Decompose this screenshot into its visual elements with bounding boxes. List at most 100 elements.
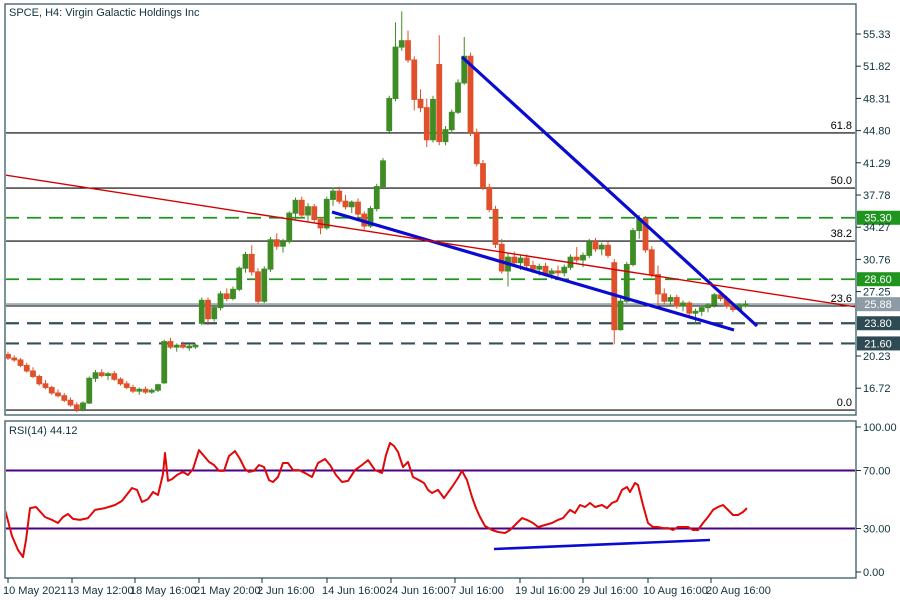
candle-body	[680, 302, 686, 307]
candle-body	[548, 270, 555, 275]
fibonacci-labels: 61.8 50.0 38.2 23.6 0.0	[831, 120, 852, 409]
candle-body	[98, 372, 105, 377]
candle-body	[298, 199, 305, 216]
candle-body	[467, 55, 474, 133]
descending-resistance-line[interactable]	[5, 174, 856, 308]
candle-body	[430, 98, 436, 141]
steep-descending-trendline[interactable]	[460, 55, 759, 328]
candle	[386, 95, 393, 133]
candle	[61, 392, 68, 403]
candle-body	[342, 200, 349, 208]
candle	[186, 344, 193, 351]
candle-body	[30, 370, 36, 377]
candle-body	[411, 59, 418, 100]
candle-body	[480, 163, 486, 188]
candle-body	[623, 264, 630, 302]
candle	[223, 288, 230, 302]
main-chart-panel[interactable]	[4, 3, 857, 416]
rsi-axis[interactable]: 100.00 70.00 30.00 0.00	[856, 422, 897, 579]
candle	[411, 56, 418, 111]
candle	[705, 303, 711, 313]
time-tick-label[interactable]: 19 Jul 16:00	[515, 585, 575, 597]
time-tick-label[interactable]: 14 Jun 16:00	[322, 585, 386, 597]
price-badge-label-35.30: 35.30	[864, 213, 892, 225]
candle-body	[448, 111, 455, 131]
candle	[117, 377, 124, 386]
candle-body	[311, 206, 318, 221]
candle	[48, 385, 55, 395]
candle	[161, 339, 168, 384]
candle	[267, 237, 274, 272]
candle	[73, 402, 80, 413]
horizontal-levels	[6, 132, 855, 411]
candle	[155, 383, 161, 393]
time-tick-label[interactable]: 13 May 12:00	[67, 585, 134, 597]
trendlines[interactable]	[5, 55, 856, 332]
candle-body	[292, 199, 299, 214]
candle	[680, 300, 686, 312]
candle-body	[380, 160, 386, 188]
time-tick-label[interactable]: 7 Jul 16:00	[450, 585, 504, 597]
candle-body	[355, 201, 361, 215]
candle-body	[642, 218, 649, 251]
candle	[561, 264, 568, 277]
candle-body	[55, 392, 61, 397]
price-badge-label-21.60: 21.60	[864, 338, 892, 350]
candle	[686, 301, 693, 316]
candle-body	[61, 395, 68, 401]
candle-body	[36, 375, 43, 385]
candle	[630, 227, 636, 267]
candle-body	[105, 373, 111, 377]
candle-body	[661, 293, 668, 302]
candle	[505, 253, 511, 287]
time-tick-label[interactable]: 21 May 20:00	[194, 585, 261, 597]
time-tick-label[interactable]: 2 Jun 16:00	[257, 585, 315, 597]
candle-body	[23, 364, 30, 372]
candle	[317, 216, 324, 235]
candle-body	[455, 82, 461, 113]
time-tick-label[interactable]: 10 Aug 16:00	[643, 585, 708, 597]
time-tick-label[interactable]: 29 Jul 16:00	[578, 585, 638, 597]
candle-body	[186, 345, 193, 349]
candle-body	[80, 402, 86, 410]
candle-body	[130, 386, 136, 392]
fib-label-61.8: 61.8	[831, 120, 852, 132]
time-tick-label[interactable]: 20 Aug 16:00	[706, 585, 771, 597]
candle-body	[267, 239, 274, 270]
rsi-panel[interactable]	[4, 420, 857, 579]
panel-borders	[4, 3, 857, 579]
candle-body	[286, 212, 293, 243]
candle	[655, 265, 661, 307]
candle	[436, 35, 443, 146]
candle-body	[511, 256, 518, 264]
candle	[492, 205, 499, 249]
candle	[648, 246, 655, 278]
time-tick-label[interactable]: 18 May 16:00	[130, 585, 197, 597]
candle	[230, 286, 236, 301]
current-price-badge-label: 25.88	[864, 299, 892, 311]
time-tick-label[interactable]: 10 May 2021	[3, 585, 67, 597]
candle-body	[573, 256, 580, 261]
candle	[336, 186, 343, 204]
rsi-line	[6, 442, 748, 559]
candle-body	[630, 230, 636, 266]
candle	[611, 259, 618, 345]
candle	[373, 183, 380, 212]
price-axis[interactable]: 35.30 28.60 23.80 21.60 25.88 55.33 51.82 48.31…	[856, 29, 900, 395]
candle-body	[436, 64, 443, 143]
candle	[192, 343, 199, 349]
candle-body	[142, 388, 149, 393]
price-badge-23.80	[857, 316, 900, 331]
rsi-pane-content	[6, 442, 855, 559]
rsi-indicator-label: RSI(14) 44.12	[9, 425, 78, 437]
time-tick-label[interactable]: 24 Jun 16:00	[386, 585, 450, 597]
candle-body	[617, 300, 624, 331]
candle	[42, 380, 49, 390]
rsi-ascending-trendline[interactable]	[493, 538, 711, 551]
shallow-descending-trendline[interactable]	[331, 210, 735, 332]
candle-body	[86, 377, 93, 404]
candle-body	[473, 131, 480, 165]
candle-body	[48, 386, 55, 394]
